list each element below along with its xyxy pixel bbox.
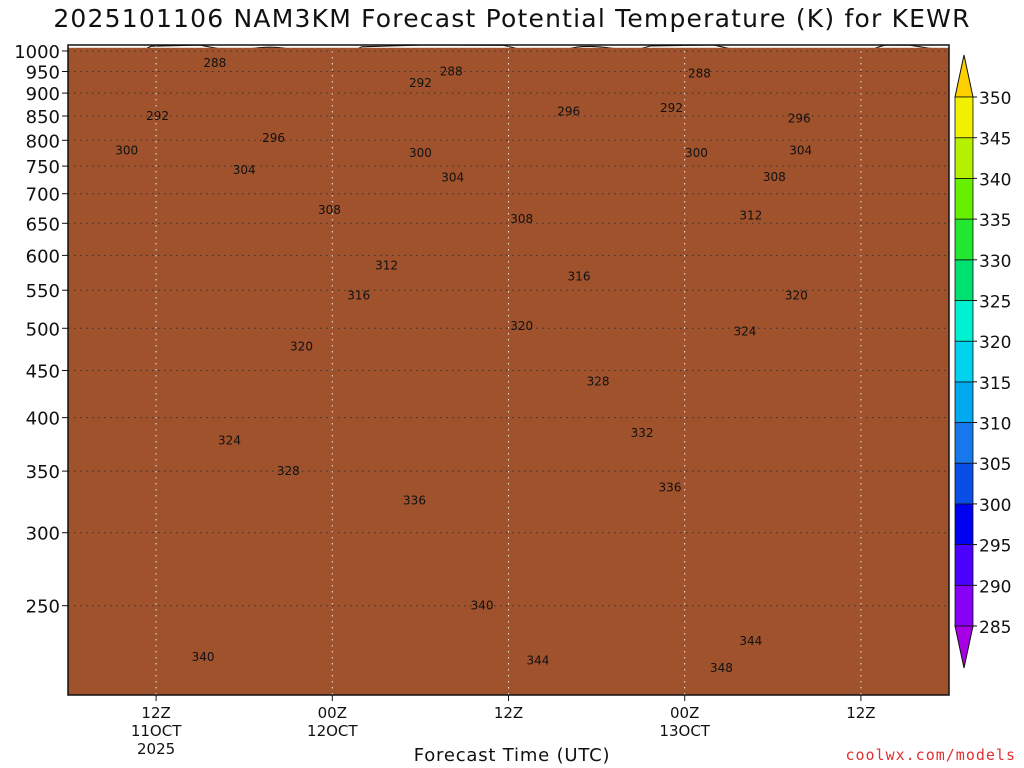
chart-title: 2025101106 NAM3KM Forecast Potential Tem… — [53, 4, 971, 33]
